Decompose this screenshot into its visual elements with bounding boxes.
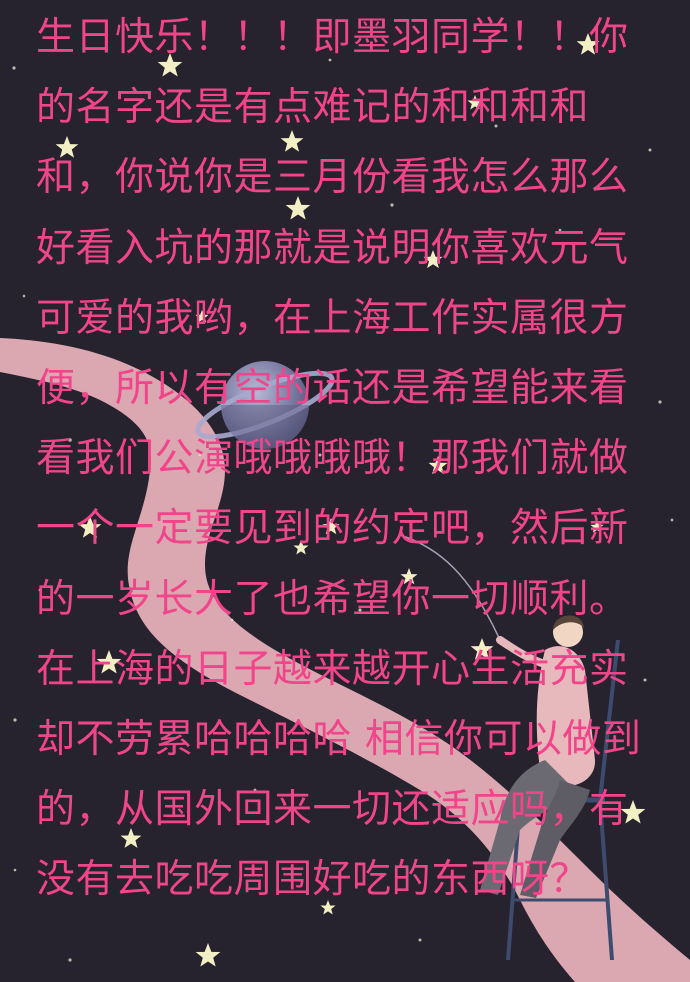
- message-line: 便，所以有空的话还是希望能来看: [36, 365, 629, 411]
- ringed-planet-icon: [195, 361, 335, 449]
- birthday-message: 生日快乐！！！即墨羽同学！！你 的名字还是有点难记的和和和和 和，你说你是三月份…: [36, 3, 676, 915]
- message-line: 好看入坑的那就是说明你喜欢元气: [36, 225, 629, 271]
- message-line: 的名字还是有点难记的和和和和: [36, 85, 590, 131]
- message-line: 在上海的日子越来越开心生活充实: [36, 646, 629, 692]
- message-line: 生日快乐！！！即墨羽同学！！你: [36, 15, 629, 60]
- message-line: 的一岁长大了也希望你一切顺利。: [36, 576, 629, 622]
- message-line: 和，你说你是三月份看我怎么那么: [36, 155, 629, 201]
- message-line: 一个一定要见到的约定吧，然后新: [36, 506, 629, 552]
- person-on-chair-illustration: [480, 615, 620, 961]
- message-line: 看我们公演哦哦哦哦！那我们就做: [36, 436, 629, 482]
- message-line: 的，从国外回来一切还适应吗，有: [36, 787, 629, 833]
- message-line: 没有去吃吃周围好吃的东西呀？: [36, 857, 590, 903]
- message-line: 却不劳累哈哈哈哈 相信你可以做到: [36, 716, 642, 762]
- message-line: 可爱的我哟，在上海工作实属很方: [36, 295, 629, 341]
